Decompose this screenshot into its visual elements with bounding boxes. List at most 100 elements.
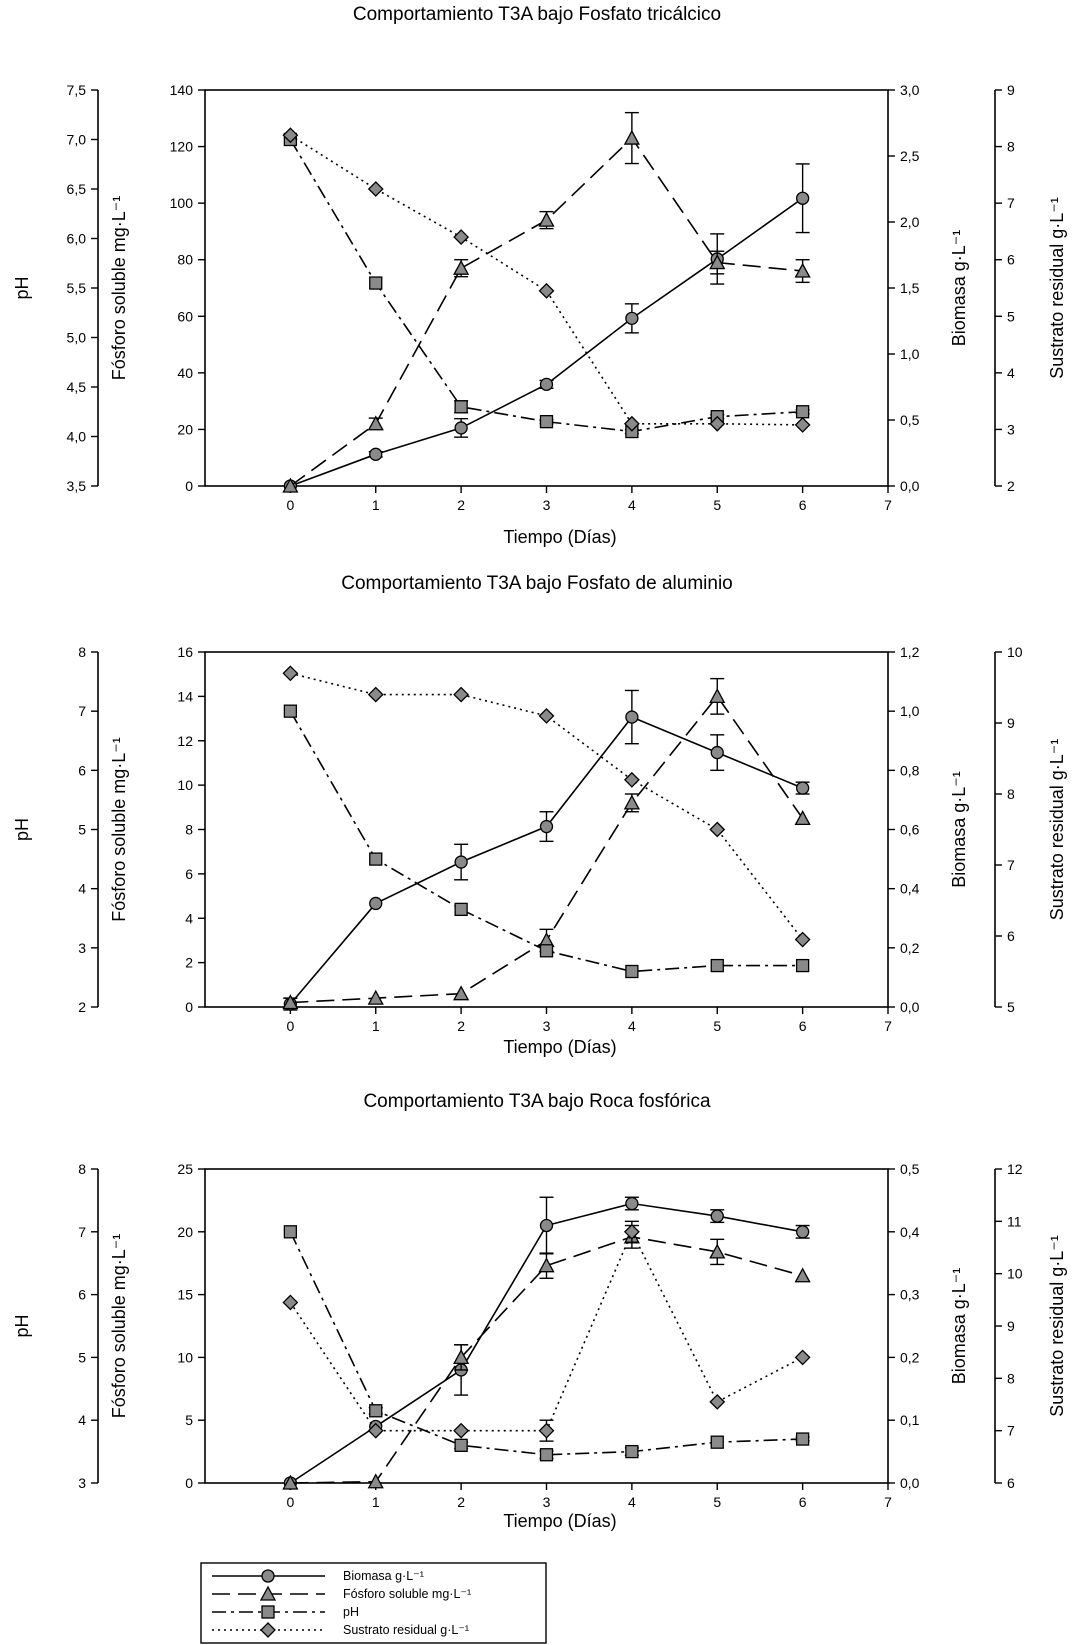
x-tick-label: 0 bbox=[286, 1018, 294, 1034]
ph-axis-tick-label: 4 bbox=[78, 1412, 86, 1428]
series-biomasa bbox=[283, 163, 810, 493]
data-point-sustrato bbox=[538, 1422, 555, 1439]
data-point-ph bbox=[795, 1432, 810, 1446]
data-point-ph bbox=[795, 958, 810, 973]
data-point-sustrato bbox=[794, 1349, 811, 1366]
data-point-sustrato bbox=[794, 416, 811, 433]
data-point-fosforo bbox=[282, 994, 299, 1010]
fosforo-axis-tick-label: 6 bbox=[185, 866, 193, 882]
biomasa-axis-tick-label: 2,5 bbox=[900, 148, 920, 164]
data-point-biomasa bbox=[710, 1209, 724, 1223]
biomasa-axis-tick-label: 1,0 bbox=[900, 346, 920, 362]
biomasa-axis-tick-label: 1,0 bbox=[900, 703, 920, 719]
sustrato-axis-tick-label: 8 bbox=[1007, 139, 1015, 155]
sustrato-axis-tick-label: 6 bbox=[1007, 928, 1015, 944]
sustrato-axis-tick-label: 7 bbox=[1007, 195, 1015, 211]
x-tick-label: 3 bbox=[543, 497, 551, 513]
series-ph bbox=[283, 704, 810, 979]
ph-axis-tick-label: 5,5 bbox=[67, 280, 87, 296]
biomasa-axis-tick-label: 0,3 bbox=[900, 1287, 920, 1303]
fosforo-axis-tick-label: 4 bbox=[185, 910, 193, 926]
data-point-ph bbox=[369, 852, 383, 866]
data-point-ph bbox=[539, 1448, 554, 1462]
x-tick-label: 5 bbox=[713, 1494, 721, 1510]
data-point-ph bbox=[369, 1404, 383, 1418]
x-tick-label: 2 bbox=[457, 1018, 465, 1034]
sustrato-axis-tick-label: 6 bbox=[1007, 252, 1015, 268]
fosforo-axis-label: Fósforo soluble mg·L⁻¹ bbox=[109, 1234, 129, 1419]
sustrato-axis-tick-label: 11 bbox=[1007, 1213, 1022, 1229]
data-point-fosforo bbox=[623, 129, 640, 145]
x-tick-label: 4 bbox=[628, 497, 636, 513]
fosforo-axis-label: Fósforo soluble mg·L⁻¹ bbox=[109, 196, 129, 381]
data-point-biomasa bbox=[454, 421, 468, 435]
data-point-biomasa bbox=[795, 191, 810, 205]
ph-axis-tick-label: 4,0 bbox=[67, 429, 87, 445]
x-axis-label: Tiempo (Días) bbox=[503, 1511, 616, 1531]
data-point-ph bbox=[369, 276, 383, 290]
x-tick-label: 3 bbox=[543, 1494, 551, 1510]
ph-axis-tick-label: 3,5 bbox=[67, 478, 87, 494]
legend-label-ph: pH bbox=[343, 1605, 359, 1619]
data-point-ph bbox=[539, 944, 554, 958]
ph-axis-label: pH bbox=[12, 276, 32, 299]
sustrato-axis-tick-label: 6 bbox=[1007, 1475, 1015, 1491]
ph-axis-tick-label: 5 bbox=[78, 822, 86, 838]
ph-axis-tick-label: 4 bbox=[78, 881, 86, 897]
data-point-biomasa bbox=[710, 745, 724, 760]
fosforo-axis-tick-label: 10 bbox=[177, 1349, 193, 1365]
sustrato-axis-tick-label: 10 bbox=[1007, 644, 1023, 660]
sustrato-axis-tick-label: 9 bbox=[1007, 82, 1015, 98]
biomasa-axis-tick-label: 0,1 bbox=[900, 1412, 920, 1428]
data-point-biomasa bbox=[454, 855, 468, 869]
series-sustrato bbox=[282, 665, 811, 948]
data-point-biomasa bbox=[625, 710, 639, 724]
ph-axis-tick-label: 7 bbox=[78, 1224, 86, 1240]
biomasa-axis-tick-label: 0,5 bbox=[900, 412, 920, 428]
ph-axis-tick-label: 5,0 bbox=[67, 330, 87, 346]
fosforo-axis-label: Fósforo soluble mg·L⁻¹ bbox=[109, 737, 129, 922]
data-point-sustrato bbox=[794, 931, 811, 948]
data-point-ph bbox=[625, 1444, 639, 1459]
data-point-sustrato bbox=[623, 1223, 640, 1240]
ph-axis-tick-label: 3 bbox=[78, 940, 86, 956]
sustrato-axis-tick-label: 10 bbox=[1007, 1266, 1023, 1282]
sustrato-axis-tick-label: 8 bbox=[1007, 1370, 1015, 1386]
sustrato-axis-tick-label: 9 bbox=[1007, 1318, 1015, 1334]
chart-title: Comportamiento T3A bajo Fosfato de alumi… bbox=[341, 573, 732, 594]
data-point-fosforo bbox=[538, 1257, 555, 1273]
data-point-ph bbox=[795, 405, 810, 419]
series-sustrato bbox=[282, 1220, 811, 1442]
legend-marker-fosforo bbox=[259, 1585, 277, 1601]
fosforo-axis-tick-label: 25 bbox=[177, 1161, 193, 1177]
x-tick-label: 5 bbox=[713, 497, 721, 513]
x-tick-label: 6 bbox=[799, 1018, 807, 1034]
fosforo-axis-tick-label: 10 bbox=[177, 777, 193, 793]
fosforo-axis-tick-label: 15 bbox=[177, 1287, 193, 1303]
x-axis-label: Tiempo (Días) bbox=[503, 527, 616, 547]
x-tick-label: 0 bbox=[286, 1494, 294, 1510]
legend-label-sustrato: Sustrato residual g·L⁻¹ bbox=[343, 1623, 469, 1637]
biomasa-axis-tick-label: 0,0 bbox=[900, 999, 920, 1015]
sustrato-axis-tick-label: 8 bbox=[1007, 786, 1015, 802]
data-point-sustrato bbox=[367, 181, 384, 197]
data-point-sustrato bbox=[367, 686, 384, 703]
x-tick-label: 4 bbox=[628, 1494, 636, 1510]
biomasa-axis-tick-label: 0,2 bbox=[900, 940, 920, 956]
fosforo-axis-tick-label: 120 bbox=[170, 139, 194, 155]
ph-axis-tick-label: 8 bbox=[78, 644, 86, 660]
sustrato-axis-tick-label: 5 bbox=[1007, 999, 1015, 1015]
fosforo-axis-tick-label: 20 bbox=[177, 1224, 193, 1240]
biomasa-axis-tick-label: 0,0 bbox=[900, 478, 920, 494]
sustrato-axis-tick-label: 12 bbox=[1007, 1161, 1023, 1177]
sustrato-axis-tick-label: 2 bbox=[1007, 478, 1015, 494]
data-point-ph bbox=[454, 902, 468, 917]
legend-marker-ph bbox=[261, 1605, 275, 1619]
legend-label-fosforo: Fósforo soluble mg·L⁻¹ bbox=[343, 1587, 471, 1601]
ph-axis-label: pH bbox=[12, 818, 32, 841]
biomasa-axis-tick-label: 2,0 bbox=[900, 214, 920, 230]
data-point-fosforo bbox=[794, 262, 811, 278]
ph-axis-tick-label: 6 bbox=[78, 762, 86, 778]
data-point-biomasa bbox=[625, 311, 639, 326]
